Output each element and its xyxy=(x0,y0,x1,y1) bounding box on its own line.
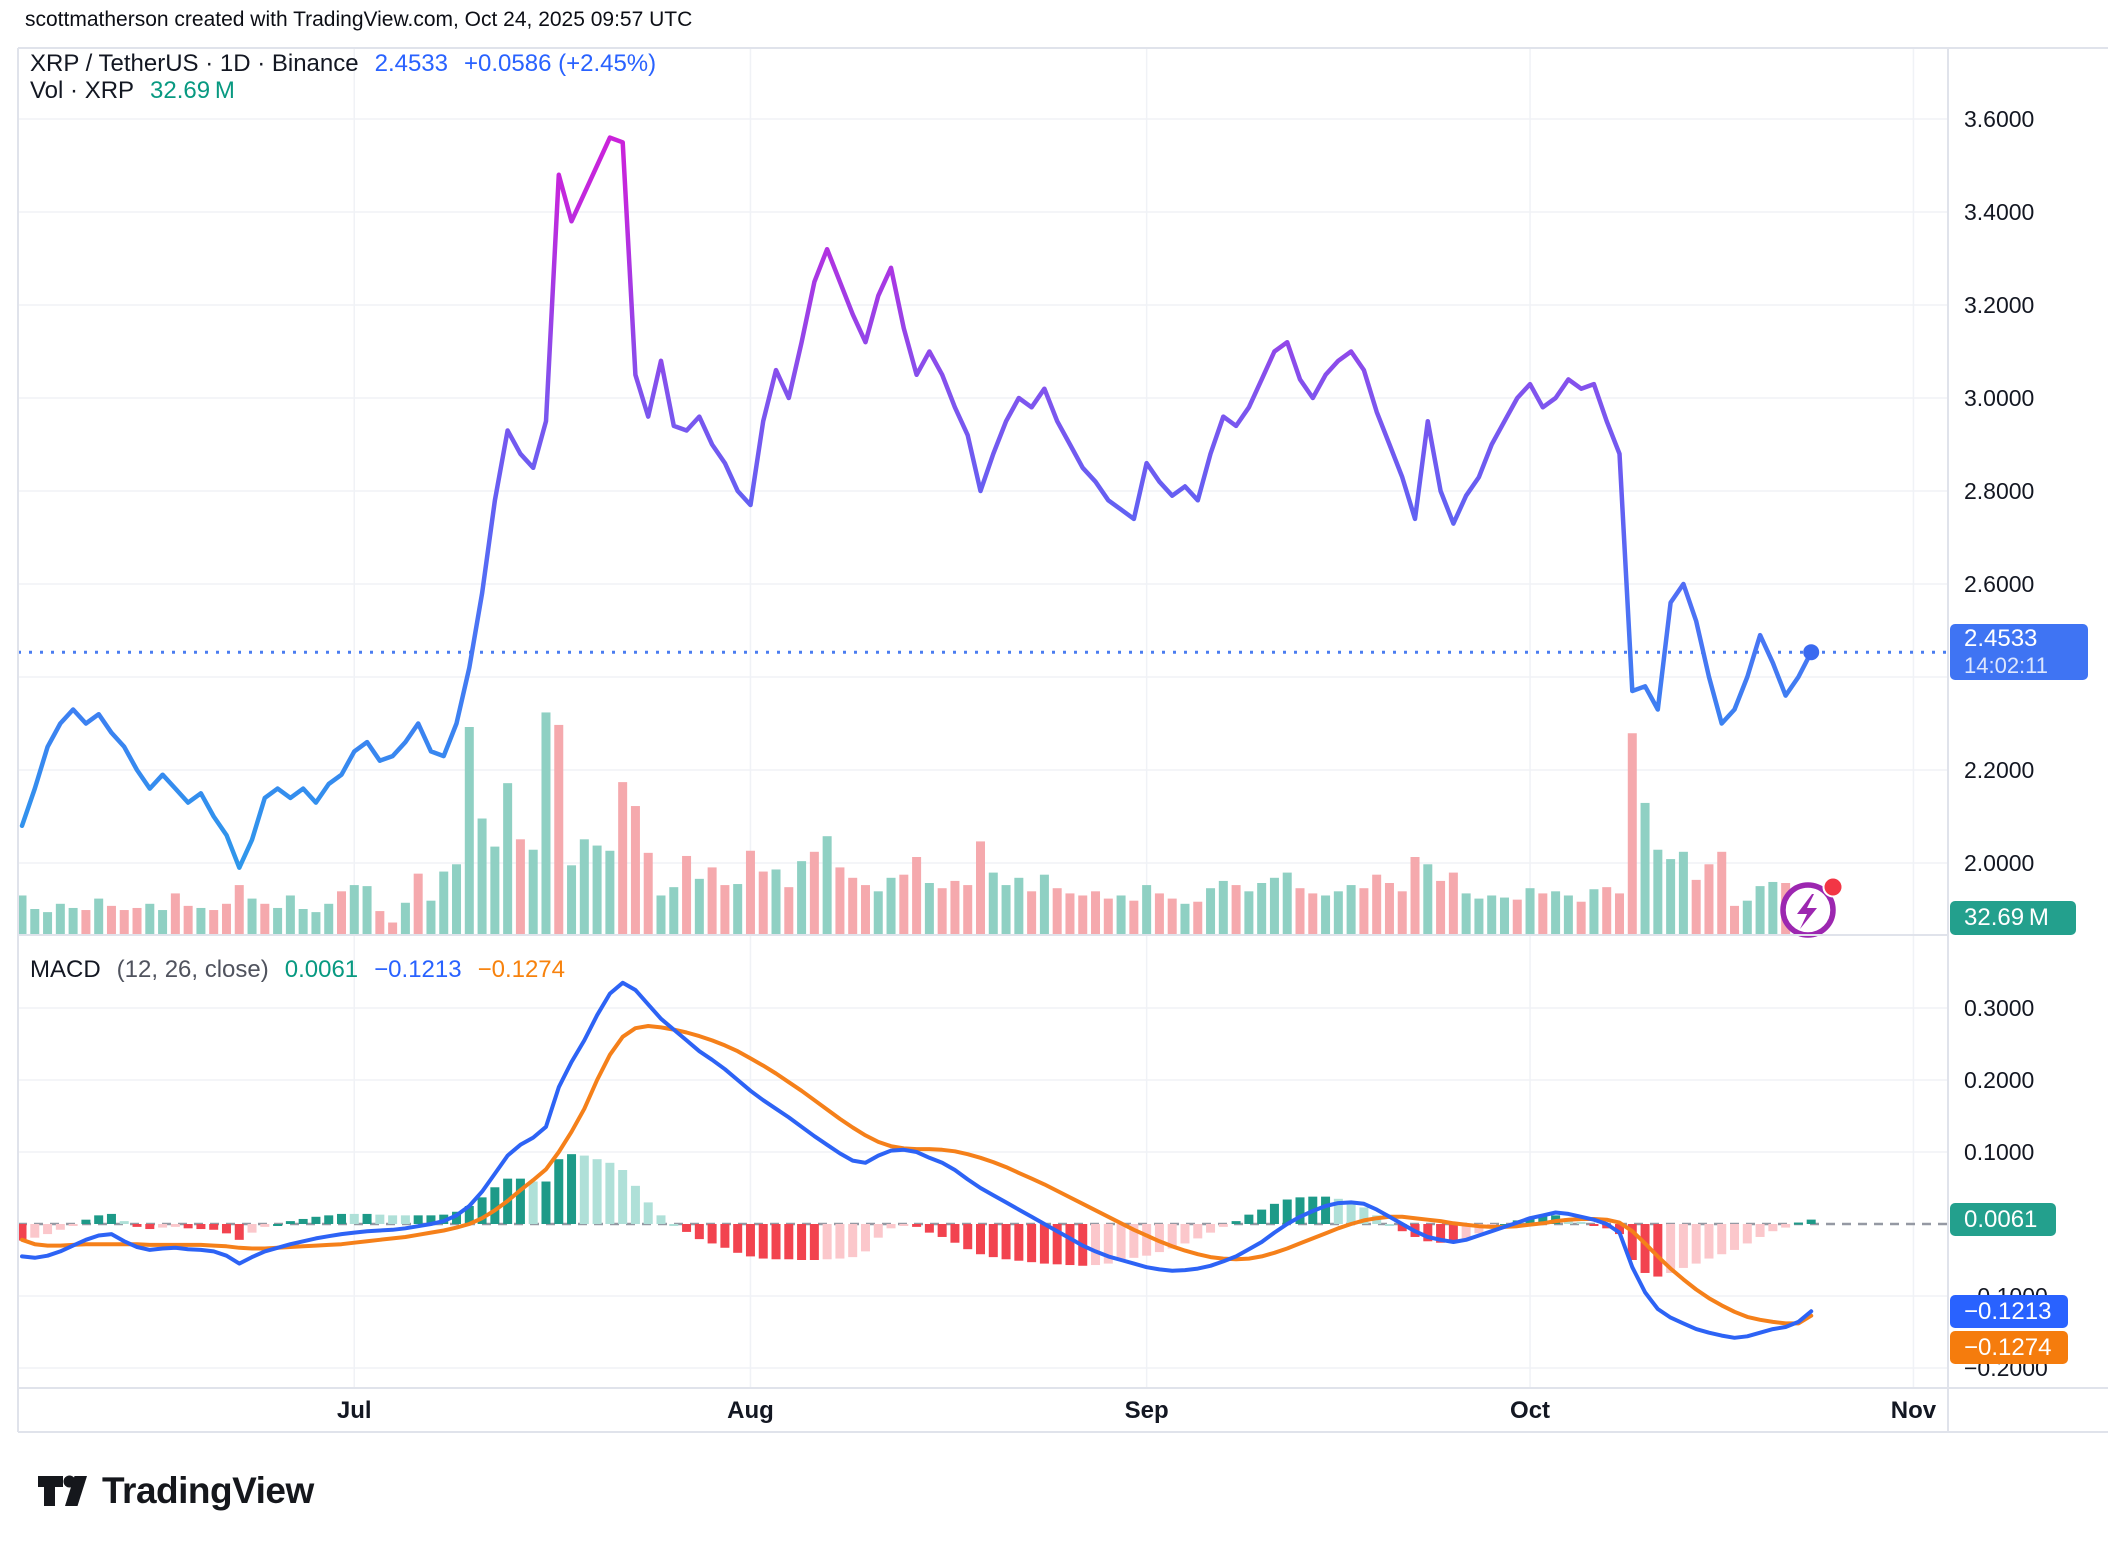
time-tick-label: Aug xyxy=(727,1397,774,1424)
volume-bars xyxy=(17,712,1816,935)
volume-legend-label: Vol · XRP xyxy=(30,77,135,104)
macd-tick-label: 0.2000 xyxy=(1964,1067,2034,1093)
volume-legend[interactable]: Vol · XRP 32.69 M xyxy=(30,77,235,105)
price-tick-label: 2.0000 xyxy=(1964,850,2034,876)
macd-line-value: −0.1213 xyxy=(374,956,462,983)
macd-signal-value: −0.1274 xyxy=(477,956,565,983)
price-tick-label: 2.6000 xyxy=(1964,571,2034,597)
symbol-title: XRP / TetherUS · 1D · Binance xyxy=(30,50,359,77)
time-tick-label: Oct xyxy=(1510,1397,1550,1424)
price-tick-label: 3.6000 xyxy=(1964,106,2034,132)
last-price-value: 2.4533 xyxy=(374,50,448,77)
volume-legend-value: 32.69 M xyxy=(150,77,235,104)
current-price-label[interactable]: 2.4533 14:02:11 xyxy=(1950,624,2088,680)
tradingview-logo-text: TradingView xyxy=(102,1470,314,1511)
time-tick-label: Sep xyxy=(1125,1397,1169,1424)
price-tick-label: 3.2000 xyxy=(1964,292,2034,318)
current-price-value: 2.4533 xyxy=(1964,625,2038,652)
price-tick-label: 3.0000 xyxy=(1964,385,2034,411)
macd-hist-axis-label: 0.0061 xyxy=(1950,1203,2056,1236)
macd-line xyxy=(20,980,1814,1340)
flash-icon[interactable] xyxy=(1780,876,1844,938)
tradingview-logo[interactable]: TradingView xyxy=(36,1468,314,1514)
time-tick-label: Nov xyxy=(1891,1397,1937,1424)
macd-tick-label: 0.3000 xyxy=(1964,995,2034,1021)
time-tick-label: Jul xyxy=(337,1397,372,1424)
attribution-text: scottmatherson created with TradingView.… xyxy=(25,8,693,31)
macd-signal-line xyxy=(20,1024,1814,1326)
macd-legend-name: MACD xyxy=(30,956,101,983)
time-scale[interactable]: Jul Aug Sep Oct Nov xyxy=(337,1397,1937,1424)
tradingview-logo-icon xyxy=(38,1475,87,1506)
last-price-dot xyxy=(1803,644,1820,661)
chart-frame xyxy=(17,47,2108,1433)
macd-line-axis-label: −0.1213 xyxy=(1950,1295,2068,1328)
bar-countdown: 14:02:11 xyxy=(1964,653,2049,678)
macd-hist-value: 0.0061 xyxy=(284,956,359,983)
price-scale[interactable]: 3.6000 3.4000 3.2000 3.0000 2.8000 2.6000 2.20… xyxy=(1964,106,2048,1381)
macd-legend-params: (12, 26, close) xyxy=(116,956,269,983)
price-line xyxy=(19,135,1814,870)
symbol-legend[interactable]: XRP / TetherUS · 1D · Binance 2.4533 +0.… xyxy=(30,50,656,78)
macd-legend[interactable]: MACD (12, 26, close) 0.0061 −0.1213 −0.1… xyxy=(30,956,565,984)
price-tick-label: 2.8000 xyxy=(1964,478,2034,504)
gridlines xyxy=(18,48,1948,1388)
price-tick-label: 2.2000 xyxy=(1964,757,2034,783)
price-tick-label: 3.4000 xyxy=(1964,199,2034,225)
price-change-value: +0.0586 (+2.45%) xyxy=(464,50,657,77)
volume-value-label: 32.69 M xyxy=(1950,901,2076,935)
macd-tick-label: 0.1000 xyxy=(1964,1139,2034,1165)
macd-signal-axis-label: −0.1274 xyxy=(1950,1331,2068,1364)
